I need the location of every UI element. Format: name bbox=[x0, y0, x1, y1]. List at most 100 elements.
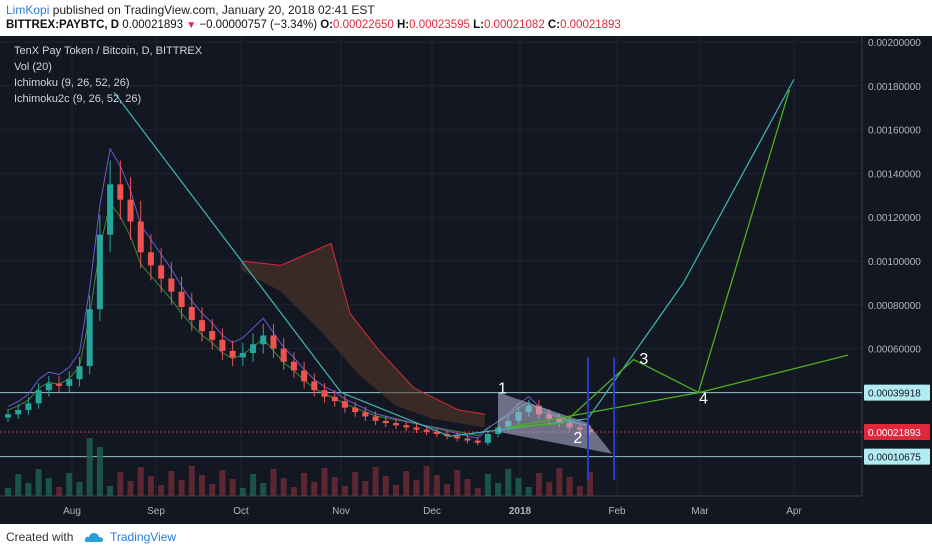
volume-bar bbox=[45, 478, 52, 496]
x-tick-label: Nov bbox=[332, 506, 350, 517]
wave-label: 2 bbox=[573, 430, 582, 447]
volume-bar bbox=[86, 438, 93, 496]
open-value: 0.00022650 bbox=[333, 19, 394, 31]
x-tick-label: Dec bbox=[423, 506, 441, 517]
volume-bar bbox=[66, 473, 73, 496]
candle-body bbox=[403, 425, 410, 428]
candle-body bbox=[393, 423, 399, 426]
candle-body bbox=[260, 335, 267, 345]
candle-body bbox=[352, 407, 359, 413]
ichimoku-span-b bbox=[240, 242, 485, 415]
candle-body bbox=[311, 381, 318, 391]
volume-bar bbox=[219, 470, 226, 496]
candle-body bbox=[239, 352, 246, 358]
candle-body bbox=[66, 379, 73, 386]
volume-bar bbox=[393, 485, 399, 496]
volume-bar bbox=[341, 486, 348, 496]
volume-bar bbox=[495, 483, 502, 496]
volume-bar bbox=[229, 479, 236, 496]
projection-path bbox=[507, 89, 790, 429]
volume-bar bbox=[444, 484, 451, 496]
high-label: H: bbox=[396, 19, 410, 31]
publish-header: LimKopi published on TradingView.com, Ja… bbox=[0, 0, 932, 36]
candle-body bbox=[433, 431, 440, 435]
x-tick-label: Mar bbox=[691, 506, 709, 517]
price-tag bbox=[864, 424, 930, 441]
volume-bar bbox=[372, 467, 379, 496]
volume-bar bbox=[362, 481, 369, 496]
volume-bar bbox=[331, 477, 338, 496]
price-tag-label: 0.00010675 bbox=[868, 453, 921, 464]
candle-body bbox=[178, 291, 185, 307]
author-link[interactable]: LimKopi bbox=[6, 3, 50, 17]
indicator-legend: Vol (20) bbox=[14, 61, 52, 73]
volume-bar bbox=[5, 488, 11, 496]
candle-body bbox=[117, 184, 124, 200]
candle-body bbox=[96, 234, 103, 310]
wave-label: 4 bbox=[699, 390, 708, 407]
volume-bar bbox=[474, 488, 481, 496]
volume-bar bbox=[301, 473, 308, 496]
indicator-legend: Ichimoku2c (9, 26, 52, 26) bbox=[14, 93, 141, 105]
candle-body bbox=[127, 199, 134, 222]
candle-body bbox=[474, 440, 481, 443]
price-chart[interactable]: 0.00200000 0.00180000 0.00160000 0.00140000… bbox=[0, 36, 932, 524]
volume-bar bbox=[464, 479, 471, 496]
candle-body bbox=[382, 420, 389, 424]
volume-bar bbox=[556, 468, 563, 496]
tradingview-brand-link[interactable]: TradingView bbox=[110, 530, 177, 544]
volume-bar bbox=[270, 469, 277, 496]
volume-bar bbox=[525, 487, 532, 496]
wave-label: 1 bbox=[498, 380, 507, 397]
y-tick-label: 0.00060000 bbox=[868, 345, 921, 356]
candle-body bbox=[270, 335, 277, 349]
candle-body bbox=[168, 278, 175, 292]
volume-bar bbox=[199, 475, 205, 496]
candle-body bbox=[15, 409, 22, 415]
candle-body bbox=[86, 309, 93, 367]
volume-bar bbox=[25, 483, 32, 496]
ichimoku-conversion-line bbox=[7, 147, 591, 439]
volume-bar bbox=[35, 469, 42, 496]
volume-bar bbox=[96, 447, 103, 496]
x-tick-label: Oct bbox=[233, 506, 249, 517]
candle-body bbox=[209, 331, 216, 340]
ichimoku-cloud bbox=[241, 243, 485, 428]
x-tick-label: Apr bbox=[786, 506, 802, 517]
candle-body bbox=[362, 412, 369, 417]
candle-body bbox=[158, 265, 165, 279]
volume-bar bbox=[15, 474, 22, 496]
low-value: 0.00021082 bbox=[483, 19, 545, 31]
y-tick-label: 0.00200000 bbox=[868, 38, 921, 49]
candle-body bbox=[464, 438, 471, 441]
candle-body bbox=[107, 184, 114, 235]
candle-body bbox=[301, 370, 308, 382]
chart-title: TenX Pay Token / Bitcoin, D, BITTREX bbox=[14, 45, 203, 57]
candle-body bbox=[341, 401, 348, 408]
volume-bar bbox=[188, 466, 195, 496]
volume-bar bbox=[250, 474, 257, 496]
candle-body bbox=[137, 221, 144, 253]
candle-body bbox=[219, 339, 226, 351]
candle-body bbox=[56, 383, 63, 386]
volume-bar bbox=[290, 487, 297, 496]
price-tag-label: 0.00039918 bbox=[868, 389, 921, 400]
high-value: 0.00023595 bbox=[409, 19, 470, 31]
price-value: 0.00021893 bbox=[122, 19, 184, 31]
volume-bar bbox=[505, 469, 512, 496]
volume-bar bbox=[413, 480, 420, 496]
candle-body bbox=[321, 390, 328, 397]
candle-body bbox=[280, 348, 287, 362]
price-tag bbox=[864, 384, 930, 401]
candle-body bbox=[290, 361, 297, 371]
candle-body bbox=[5, 414, 11, 418]
volume-bar bbox=[546, 482, 553, 496]
volume-bar bbox=[168, 471, 175, 496]
projection-ray bbox=[507, 354, 849, 429]
chart-area[interactable]: 0.00200000 0.00180000 0.00160000 0.00140000… bbox=[0, 36, 932, 524]
volume-bar bbox=[352, 472, 359, 496]
candle-body bbox=[229, 350, 236, 358]
volume-bar bbox=[158, 485, 165, 496]
volume-bar bbox=[311, 482, 318, 496]
indicator-legend: Ichimoku (9, 26, 52, 26) bbox=[14, 77, 130, 89]
